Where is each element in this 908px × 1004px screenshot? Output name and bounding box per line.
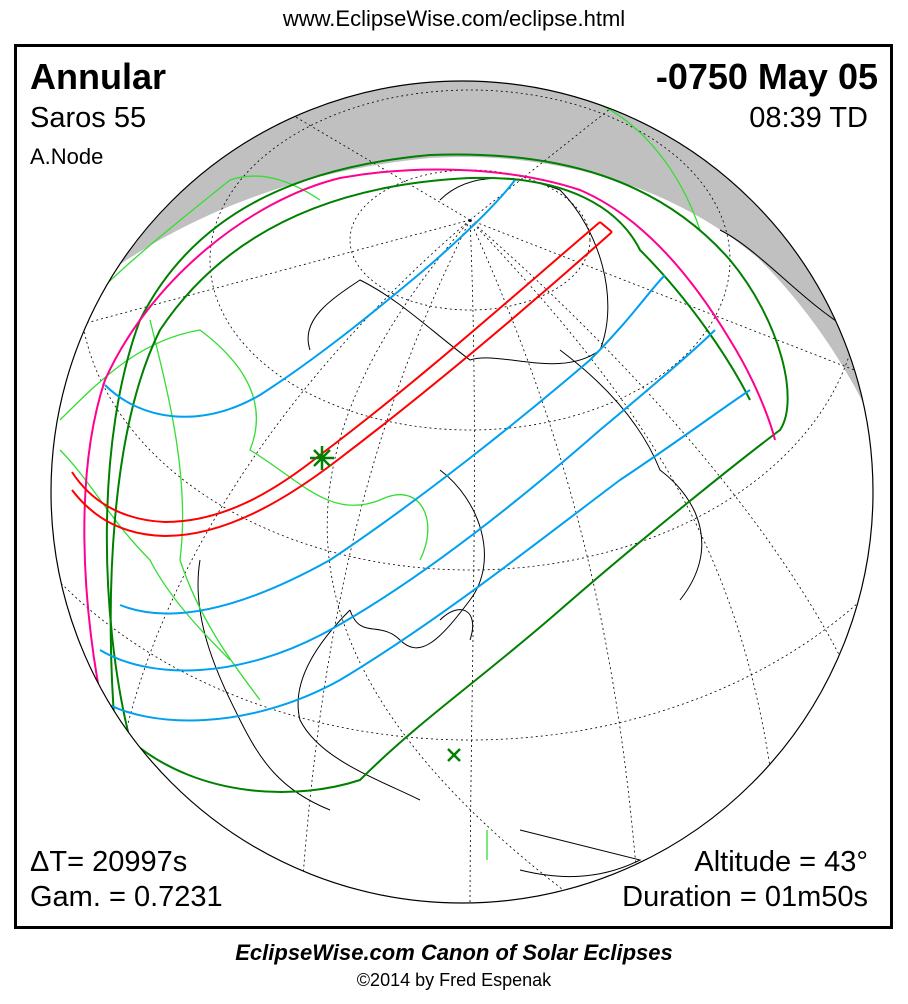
duration: Duration = 01m50s [622, 881, 868, 913]
delta-t: ΔT= 20997s [30, 846, 188, 878]
eclipse-time: 08:39 TD [749, 102, 868, 134]
eclipse-date: -0750 May 05 [655, 56, 878, 97]
gamma: Gam. = 0.7231 [30, 881, 223, 913]
saros-number: Saros 55 [30, 102, 147, 134]
canon-title: EclipseWise.com Canon of Solar Eclipses [235, 940, 673, 965]
globe-outline [50, 80, 874, 904]
greatest-eclipse-star-icon [310, 446, 334, 470]
northern-penumbral-limit [109, 176, 751, 731]
node: A.Node [30, 144, 104, 169]
magnitude-lines [99, 179, 751, 722]
central-path [71, 221, 613, 538]
subsolar-point-cross-icon [447, 748, 461, 762]
copyright: ©2014 by Fred Espenak [356, 970, 552, 990]
eclipse-type: Annular [30, 56, 167, 97]
eclipse-map-frame [14, 44, 893, 929]
site-url: www.EclipseWise.com/eclipse.html [282, 6, 626, 31]
altitude: Altitude = 43° [694, 846, 868, 878]
sunrise-sunset-curve [83, 168, 776, 721]
